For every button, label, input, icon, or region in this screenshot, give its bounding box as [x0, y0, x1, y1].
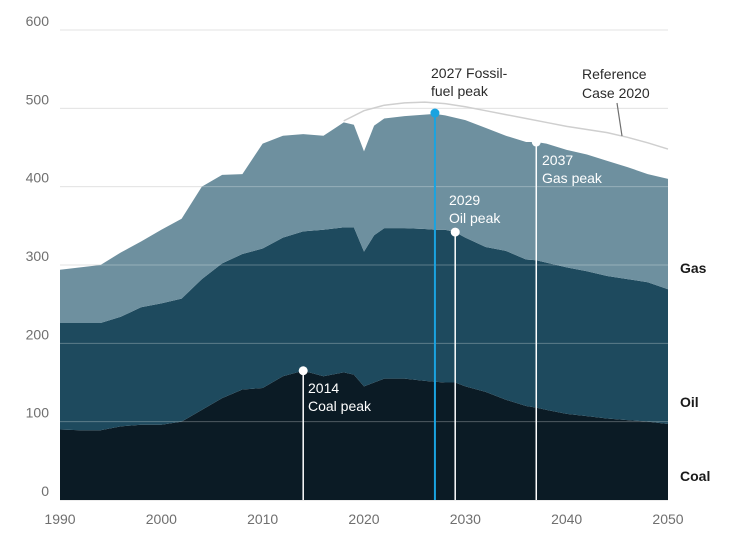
gas-peak-label-2: Gas peak	[542, 170, 603, 186]
gas-peak-marker	[531, 137, 541, 147]
y-tick-500: 500	[26, 91, 50, 107]
area-coal	[60, 370, 668, 500]
area-series	[60, 113, 668, 500]
series-label-coal: Coal	[680, 468, 710, 484]
reference-label-line2: Case 2020	[582, 85, 650, 101]
series-labels: Gas Oil Coal	[680, 260, 710, 484]
reference-leader-line	[616, 102, 623, 137]
x-tick-2030: 2030	[450, 511, 481, 527]
fossil-peak-marker	[430, 108, 440, 118]
y-tick-100: 100	[26, 405, 50, 421]
reference-line: Reference Case 2020	[343, 66, 669, 150]
reference-label-line1: Reference	[582, 66, 647, 82]
x-tick-1990: 1990	[44, 511, 75, 527]
y-axis-ticks: 0 100 200 300 400 500 600	[26, 13, 50, 499]
oil-peak-label-2: Oil peak	[449, 210, 501, 226]
y-tick-400: 400	[26, 170, 50, 186]
coal-peak-label-2: Coal peak	[308, 398, 372, 414]
reference-case-line	[343, 101, 669, 150]
area-gas	[60, 113, 668, 323]
oil-peak-label-1: 2029	[449, 192, 480, 208]
oil-peak-marker	[450, 227, 460, 237]
x-tick-2000: 2000	[146, 511, 177, 527]
coal-peak-label-1: 2014	[308, 380, 339, 396]
overlay-grid-lines	[60, 29, 668, 423]
y-tick-200: 200	[26, 326, 50, 342]
fossil-peak-label-1: 2027 Fossil-	[431, 65, 508, 81]
x-tick-2040: 2040	[551, 511, 582, 527]
y-tick-300: 300	[26, 248, 50, 264]
x-tick-2050: 2050	[652, 511, 683, 527]
gas-peak-label-1: 2037	[542, 152, 573, 168]
area-oil	[60, 227, 668, 431]
series-label-gas: Gas	[680, 260, 707, 276]
x-axis-ticks: 1990 2000 2010 2020 2030 2040 2050	[44, 511, 683, 527]
x-tick-2020: 2020	[348, 511, 379, 527]
x-tick-2010: 2010	[247, 511, 278, 527]
y-tick-0: 0	[41, 483, 49, 499]
fossil-peak-label-2: fuel peak	[431, 83, 489, 99]
series-label-oil: Oil	[680, 394, 699, 410]
peak-annotations: 2027 Fossil-fuel peak 2029 Oil peak 2037 Gas…	[298, 65, 603, 500]
coal-peak-marker	[298, 366, 308, 376]
y-tick-600: 600	[26, 13, 50, 29]
